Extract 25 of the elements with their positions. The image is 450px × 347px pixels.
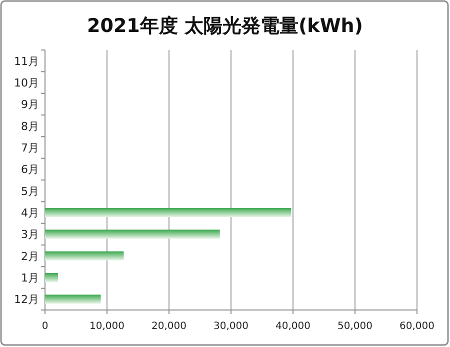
y-tick-label: 12月: [14, 293, 39, 306]
x-tick-label: 40,000: [276, 321, 310, 332]
y-tick-label: 4月: [21, 206, 39, 220]
bar: [45, 273, 58, 282]
x-tick-label: 20,000: [152, 321, 186, 332]
bar: [45, 251, 124, 260]
x-tick-label: 0: [42, 321, 48, 332]
y-tick-label: 10月: [14, 76, 39, 90]
y-tick-label: 5月: [21, 184, 39, 198]
y-tick-label: 9月: [21, 98, 39, 112]
chart-title: 2021年度 太陽光発電量(kWh): [87, 15, 363, 37]
bar: [45, 208, 292, 217]
bar: [45, 294, 101, 304]
y-tick-label: 1月: [21, 272, 39, 284]
y-tick-label: 3月: [21, 228, 39, 242]
bar: [45, 230, 220, 239]
y-tick-label: 8月: [21, 120, 39, 133]
y-tick-label: 7月: [21, 142, 39, 154]
x-tick-label: 50,000: [338, 321, 372, 332]
y-tick-label: 6月: [21, 163, 39, 176]
x-tick-label: 60,000: [400, 321, 434, 332]
x-tick-label: 30,000: [214, 321, 248, 332]
x-tick-label: 10,000: [90, 321, 124, 332]
y-tick-label: 2月: [21, 250, 39, 263]
y-tick-label: 11月: [14, 54, 39, 68]
